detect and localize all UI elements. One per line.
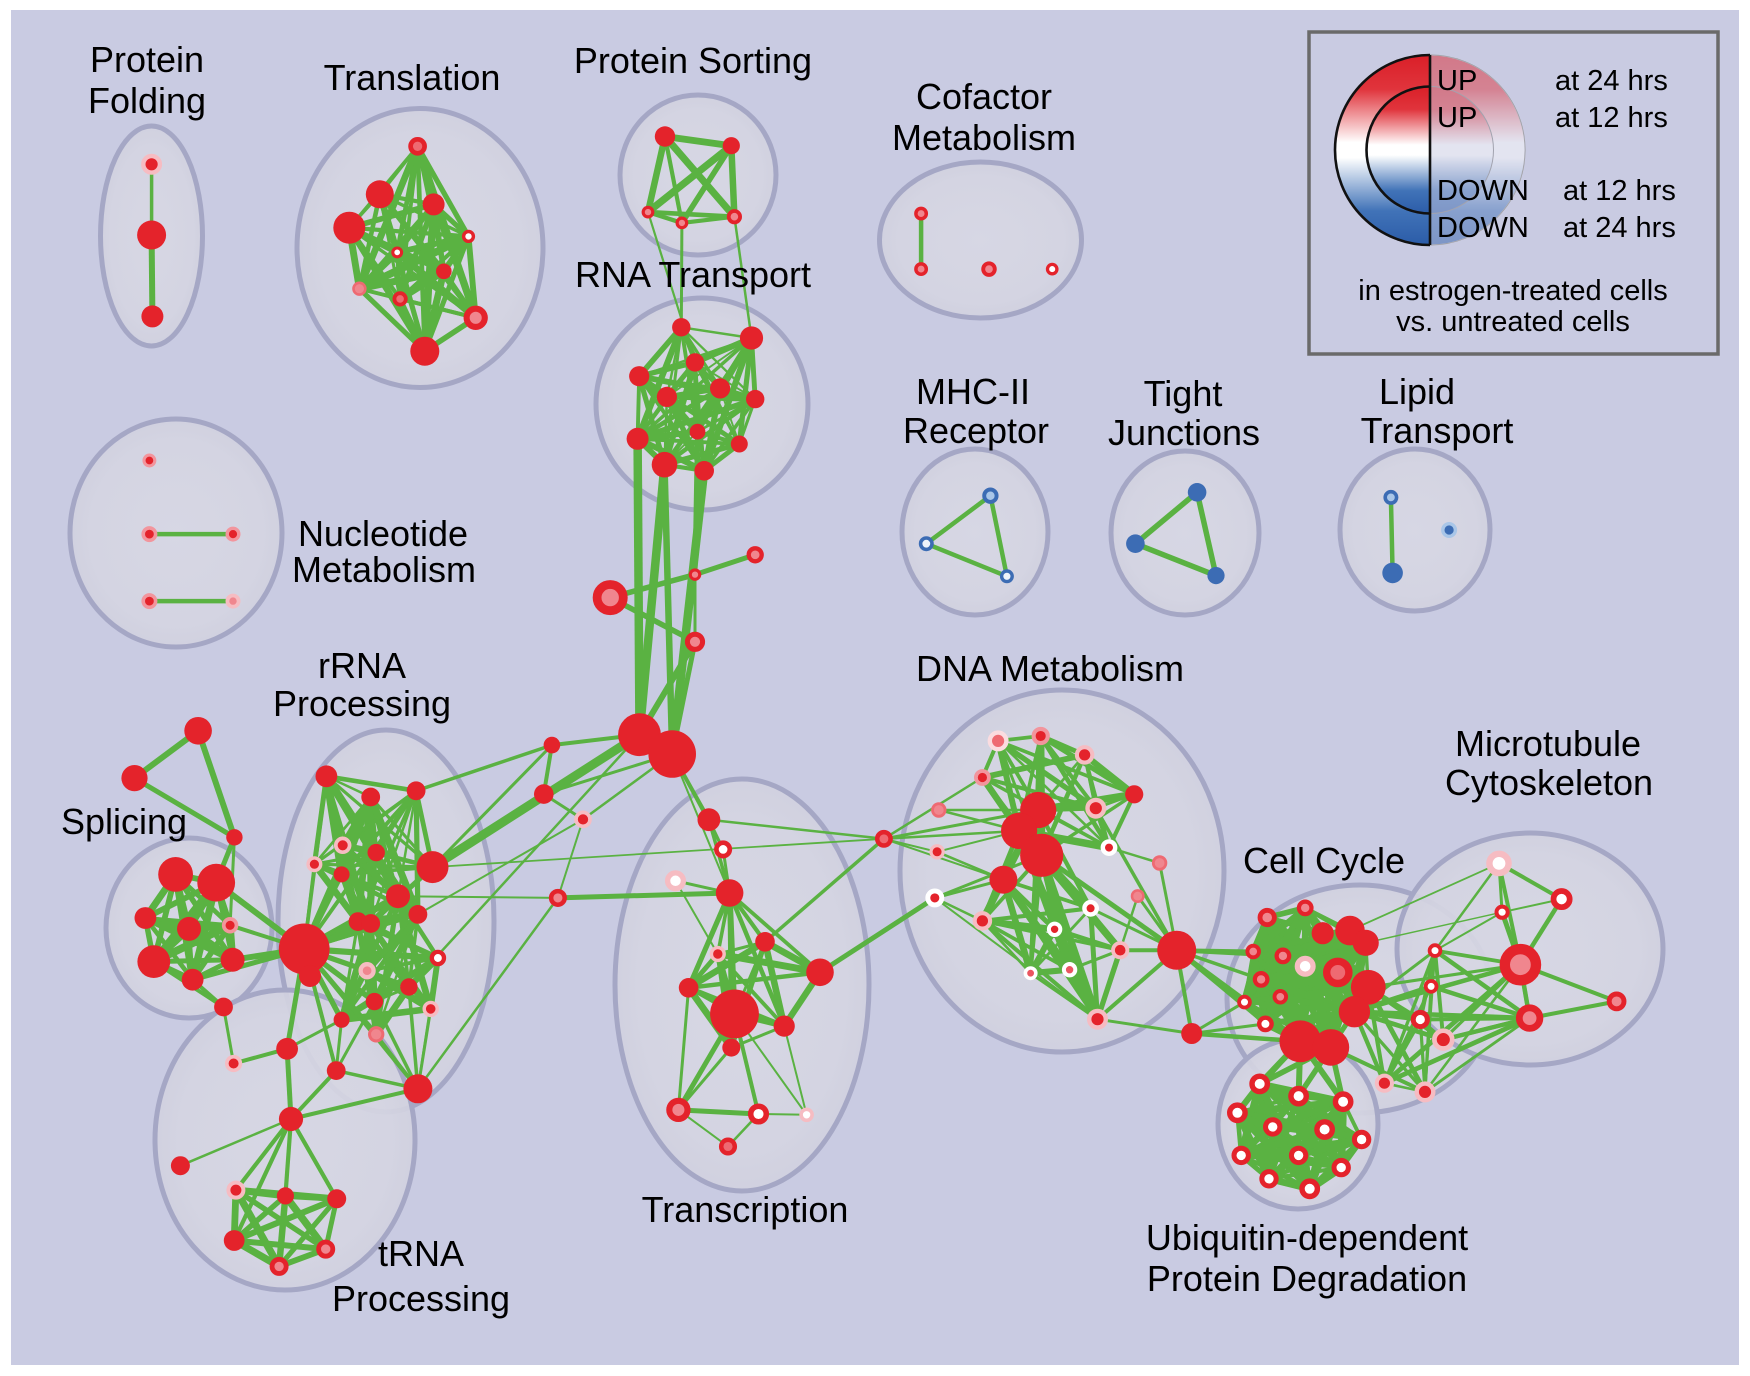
svg-text:Processing: Processing [332, 1278, 510, 1319]
svg-text:Cell Cycle: Cell Cycle [1243, 840, 1405, 881]
svg-text:MHC-II: MHC-II [916, 371, 1030, 412]
svg-text:RNA Transport: RNA Transport [575, 254, 811, 295]
svg-text:Metabolism: Metabolism [292, 549, 476, 590]
svg-text:Receptor: Receptor [903, 410, 1049, 451]
svg-text:Nucleotide: Nucleotide [298, 513, 468, 554]
svg-text:DNA Metabolism: DNA Metabolism [916, 648, 1184, 689]
svg-text:Translation: Translation [324, 57, 501, 98]
svg-text:Cofactor: Cofactor [916, 76, 1052, 117]
svg-text:vs. untreated cells: vs. untreated cells [1396, 306, 1630, 338]
svg-text:in estrogen-treated cells: in estrogen-treated cells [1358, 275, 1668, 307]
svg-text:at 12 hrs: at 12 hrs [1563, 175, 1676, 207]
svg-text:Processing: Processing [273, 683, 451, 724]
svg-text:at 24 hrs: at 24 hrs [1563, 212, 1676, 244]
svg-text:Microtubule: Microtubule [1455, 723, 1641, 764]
svg-text:Splicing: Splicing [61, 801, 187, 842]
svg-text:at 12 hrs: at 12 hrs [1555, 102, 1668, 134]
svg-text:DOWN: DOWN [1437, 212, 1529, 244]
svg-text:tRNA: tRNA [378, 1233, 464, 1274]
svg-text:rRNA: rRNA [318, 645, 406, 686]
svg-text:Transport: Transport [1361, 410, 1514, 451]
svg-text:Protein Degradation: Protein Degradation [1147, 1258, 1467, 1299]
svg-text:Junctions: Junctions [1108, 412, 1260, 453]
svg-text:Ubiquitin-dependent: Ubiquitin-dependent [1146, 1217, 1468, 1258]
svg-text:Protein Sorting: Protein Sorting [574, 40, 812, 81]
svg-text:at 24 hrs: at 24 hrs [1555, 65, 1668, 97]
svg-text:Lipid: Lipid [1379, 371, 1455, 412]
svg-text:Transcription: Transcription [642, 1189, 849, 1230]
svg-text:Folding: Folding [88, 80, 206, 121]
svg-text:DOWN: DOWN [1437, 175, 1529, 207]
svg-text:Metabolism: Metabolism [892, 117, 1076, 158]
svg-text:Tight: Tight [1144, 373, 1223, 414]
svg-text:UP: UP [1437, 65, 1477, 97]
svg-text:Cytoskeleton: Cytoskeleton [1445, 762, 1653, 803]
svg-text:UP: UP [1437, 102, 1477, 134]
svg-text:Protein: Protein [90, 39, 204, 80]
